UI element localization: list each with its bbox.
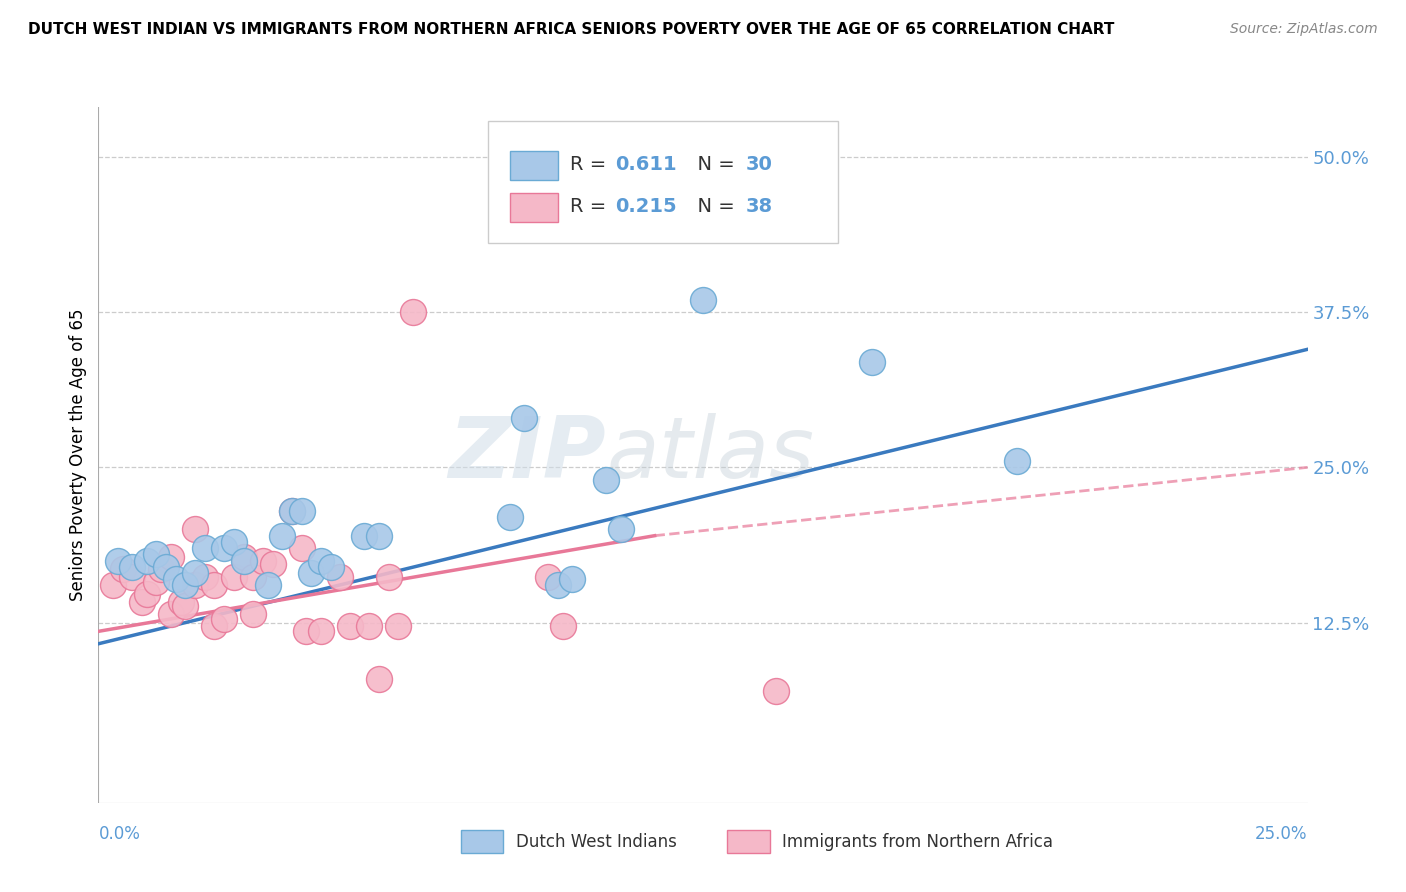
Point [160, 607, 183, 621]
Point [150, 562, 173, 576]
Text: Source: ZipAtlas.com: Source: ZipAtlas.com [1230, 22, 1378, 37]
Point [212, 541, 235, 555]
Point [174, 578, 197, 592]
Point [194, 541, 217, 555]
Point [160, 549, 183, 564]
Point [513, 410, 536, 425]
Text: R =: R = [569, 197, 613, 216]
Point [184, 523, 207, 537]
Point [165, 572, 187, 586]
Text: N =: N = [685, 155, 741, 174]
Point [377, 570, 399, 584]
Point [174, 599, 197, 614]
Point [204, 578, 226, 592]
Point [551, 619, 574, 633]
Point [281, 504, 304, 518]
Point [765, 684, 787, 698]
Point [309, 553, 332, 567]
Point [121, 559, 143, 574]
Point [271, 529, 294, 543]
Text: N =: N = [685, 197, 741, 216]
Point [184, 578, 207, 592]
Point [222, 570, 245, 584]
Point [290, 541, 312, 555]
Point [309, 624, 332, 639]
Point [290, 504, 312, 518]
Text: 38: 38 [745, 197, 772, 216]
Point [595, 473, 617, 487]
Point [121, 570, 143, 584]
Point [329, 570, 352, 584]
Point [299, 566, 322, 580]
Point [222, 534, 245, 549]
Point [131, 594, 153, 608]
Point [101, 578, 124, 592]
Point [692, 293, 714, 307]
Point [111, 562, 134, 576]
Point [169, 594, 191, 608]
Point [537, 570, 560, 584]
Point [561, 572, 583, 586]
FancyBboxPatch shape [461, 830, 503, 853]
FancyBboxPatch shape [488, 121, 838, 243]
Point [353, 529, 375, 543]
Point [319, 559, 342, 574]
Text: 0.215: 0.215 [614, 197, 676, 216]
Point [387, 619, 409, 633]
Text: DUTCH WEST INDIAN VS IMMIGRANTS FROM NORTHERN AFRICA SENIORS POVERTY OVER THE AG: DUTCH WEST INDIAN VS IMMIGRANTS FROM NOR… [28, 22, 1115, 37]
Text: 0.611: 0.611 [614, 155, 676, 174]
Text: 25.0%: 25.0% [1256, 825, 1308, 843]
Text: Immigrants from Northern Africa: Immigrants from Northern Africa [782, 833, 1053, 851]
Point [368, 672, 391, 686]
Point [232, 553, 254, 567]
Point [368, 529, 391, 543]
Point [547, 578, 569, 592]
Point [145, 574, 167, 589]
Text: Dutch West Indians: Dutch West Indians [516, 833, 676, 851]
Text: ZIP: ZIP [449, 413, 606, 497]
Point [1007, 454, 1029, 468]
FancyBboxPatch shape [509, 193, 558, 222]
Point [281, 504, 304, 518]
Text: 0.0%: 0.0% [98, 825, 141, 843]
Point [339, 619, 361, 633]
Point [359, 619, 381, 633]
Y-axis label: Seniors Poverty Over the Age of 65: Seniors Poverty Over the Age of 65 [69, 309, 87, 601]
Point [252, 553, 274, 567]
Point [135, 553, 157, 567]
Point [242, 570, 264, 584]
FancyBboxPatch shape [509, 151, 558, 180]
Point [513, 205, 536, 219]
Point [262, 558, 284, 572]
FancyBboxPatch shape [727, 830, 769, 853]
Point [242, 607, 264, 621]
Point [135, 587, 157, 601]
Point [232, 549, 254, 564]
Point [145, 547, 167, 561]
Point [107, 553, 129, 567]
Point [212, 612, 235, 626]
Text: atlas: atlas [606, 413, 814, 497]
Point [402, 305, 425, 319]
Point [610, 523, 633, 537]
Point [256, 578, 278, 592]
Point [498, 510, 520, 524]
Point [184, 566, 207, 580]
Point [155, 559, 177, 574]
Point [860, 355, 883, 369]
Text: 30: 30 [745, 155, 772, 174]
Point [194, 570, 217, 584]
Text: R =: R = [569, 155, 613, 174]
Point [295, 624, 318, 639]
Point [204, 619, 226, 633]
